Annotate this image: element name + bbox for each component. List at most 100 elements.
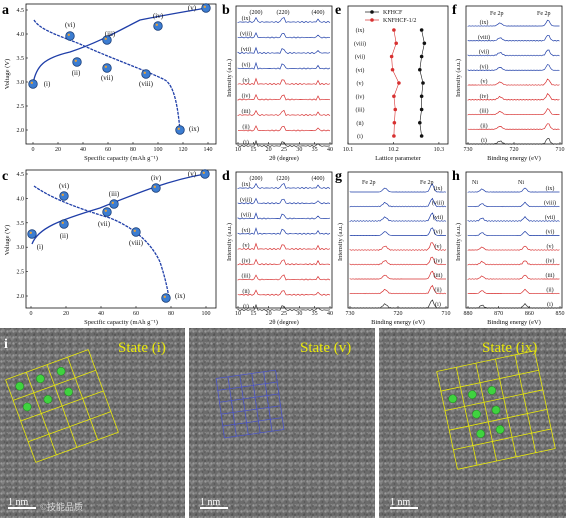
panel-e-state-label: (vi) [356, 67, 365, 74]
panel-f-trace [467, 93, 560, 101]
panel-g-trace-label: (v) [435, 243, 442, 250]
panel-b-trace-label: (ii) [242, 124, 249, 131]
panel-c-discharge-curve [33, 185, 170, 299]
panel-b-xtick: 10 [235, 147, 241, 153]
panel-a-charge-curve [32, 7, 207, 85]
panel-h-trace-label: (iii) [546, 272, 555, 279]
lattice-line [46, 364, 78, 448]
panel-h-trace-label: (viii) [544, 200, 556, 207]
panel-c-state-point-highlight [61, 221, 64, 224]
lattice-line [275, 370, 285, 430]
panel-a-ytick: 4.0 [17, 32, 25, 38]
panel-d-trace-label: (ii) [242, 288, 249, 295]
panel-b: (ix) (viii) (vii) (vi) (v) (iv) (iii) (ii) (i) (2… [226, 5, 333, 162]
panel-d-xlabel: 2θ (degree) [269, 319, 299, 326]
panel-d-trace [237, 182, 331, 190]
panel-c-state-point [200, 169, 210, 179]
panel-e: (ix) (viii) (vii) (vi) (v) (iv) (iii) (ii) (i) 1… [343, 5, 449, 162]
lattice-line [222, 417, 283, 427]
panel-e-state-label: (i) [357, 133, 363, 140]
panel-a-state-point [153, 21, 163, 31]
panel-a-state-point-highlight [67, 33, 71, 36]
panel-b-ylabel: Intensity (a.u.) [226, 59, 233, 97]
panel-f-xtick: 730 [464, 147, 473, 153]
panel-h-xtick: 870 [494, 311, 503, 317]
panel-e-state-label: (iii) [356, 107, 365, 114]
panel-c-state-point-highlight [61, 193, 64, 196]
panel-label-h: h [452, 169, 460, 184]
lattice-line [514, 354, 537, 453]
panel-b-xlabel: 2θ (degree) [269, 155, 299, 162]
panel-h-trace [467, 245, 560, 251]
panel-d-trace-label: (vii) [241, 212, 251, 219]
panel-d-trace [237, 242, 331, 251]
panel-label-e: e [335, 3, 341, 18]
panel-c-state-point [151, 183, 161, 193]
panel-d-trace-label: (iii) [242, 273, 251, 280]
panel-h-xtick: 850 [556, 311, 565, 317]
atom-marker [36, 374, 45, 384]
panel-d-trace-label: (v) [243, 242, 250, 249]
atom-marker [15, 382, 24, 391]
panel-d-trace [237, 212, 331, 220]
panel-h-trace-label: (ii) [546, 287, 553, 294]
panel-f-ylabel: Intensity (a.u.) [455, 59, 462, 97]
state-label-ix: State (ix) [482, 340, 537, 356]
atom-marker [472, 409, 481, 419]
lattice-line [67, 356, 99, 440]
panel-b-trace [237, 31, 331, 39]
panel-a-state-label: (i) [44, 80, 51, 88]
panel-f-trace-label: (ix) [480, 19, 489, 26]
lattice-line [436, 371, 458, 470]
panel-d-trace [237, 289, 331, 296]
panel-e-kfhcf-point [419, 134, 424, 138]
panel-c-xtick: 20 [63, 311, 69, 317]
panel-c-xtick: 80 [168, 311, 174, 317]
lattice-line [221, 405, 281, 415]
panel-h: (ix) (viii) (vii) (vi) (v) (iv) (iii) (ii) (i) 8… [455, 171, 565, 326]
panel-g-trace-label: (viii) [432, 200, 444, 207]
panel-g-trace [349, 227, 447, 236]
lattice-line [5, 379, 37, 463]
panel-b-xtick: 20 [266, 147, 272, 153]
panel-c-ytick: 4.5 [17, 172, 25, 178]
panel-g-trace-label: (vii) [433, 214, 443, 221]
panel-h-xtick: 860 [525, 311, 534, 317]
panel-d-xtick: 10 [235, 311, 241, 317]
lattice-grid-v [215, 369, 285, 439]
panel-f-xtick: 720 [510, 147, 519, 153]
panel-h-trace-label: (ix) [546, 185, 555, 192]
panel-b-trace [237, 109, 331, 117]
panel-c-ytick: 3.0 [17, 245, 25, 251]
panel-a-state-point-highlight [30, 81, 33, 85]
panel-c-state-label: (v) [188, 170, 197, 178]
panel-a-state-point [102, 63, 112, 73]
panel-d-peak-label: (200) [250, 175, 263, 182]
panel-label-b: b [222, 3, 230, 18]
panel-f-trace-label: (iii) [480, 108, 489, 115]
panel-b-xtick: 40 [327, 147, 333, 153]
panel-f-trace-label: (vi) [480, 63, 489, 70]
panel-g-trace [349, 197, 447, 208]
lattice-line [494, 358, 517, 457]
panel-g-trace-label: (iii) [434, 272, 443, 279]
panel-a-state-point [175, 125, 185, 135]
panel-g-trace [349, 284, 447, 295]
panel-h-trace [467, 303, 560, 309]
panel-a-state-point [201, 3, 211, 13]
panel-f-trace-label: (v) [481, 78, 488, 85]
panel-d-peak-label: (400) [312, 175, 325, 182]
panel-a-state-label: (ii) [72, 69, 81, 77]
panel-c-state-label: (iii) [109, 190, 120, 198]
panel-a-xtick: 40 [80, 147, 86, 153]
panel-f: (ix) (viii) (vii) (vi) (v) (iv) (iii) (ii) (i) 7… [455, 5, 565, 162]
panel-d-xtick: 25 [281, 311, 287, 317]
panel-c-state-point-highlight [163, 295, 166, 298]
legend-label-kfhcf: KFHCF [383, 10, 403, 16]
panel-g-trace [349, 270, 446, 280]
panel-e-state-label: (v) [357, 80, 364, 87]
atom-marker [487, 386, 497, 395]
panel-d-xtick: 20 [266, 311, 272, 317]
panel-a-state-point [28, 79, 38, 89]
